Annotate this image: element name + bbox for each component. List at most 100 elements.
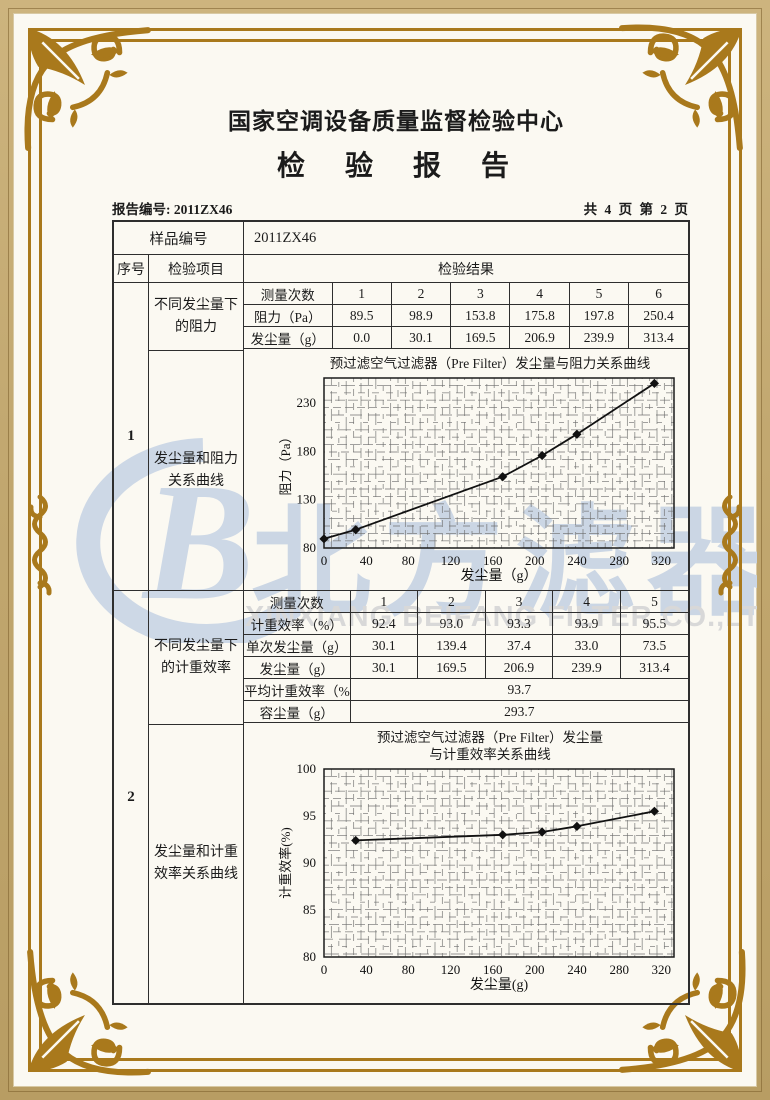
svg-text:90: 90 bbox=[303, 855, 316, 870]
table-row: 阻力（Pa） 89.5 98.9 153.8 175.8 197.8 250.4 bbox=[243, 304, 689, 327]
cell: 93.0 bbox=[417, 612, 486, 635]
resistance-chart: 预过滤空气过滤器（Pre Filter）发尘量与阻力关系曲线 0 40 80 120 1… bbox=[244, 355, 688, 584]
cell: 92.4 bbox=[349, 612, 419, 635]
sample-label: 样品编号 bbox=[114, 222, 244, 254]
svg-text:0: 0 bbox=[321, 553, 328, 568]
section-1: 1 不同发尘量下的阻力 发尘量和阻力关系曲线 测量次数 1 2 3 4 bbox=[114, 282, 689, 591]
cell: 313.4 bbox=[628, 326, 689, 349]
cell: 3 bbox=[450, 282, 511, 305]
cell: 3 bbox=[484, 590, 554, 613]
table-row: 发尘量（g） 30.1 169.5 206.9 239.9 313.4 bbox=[243, 656, 689, 679]
cell: 5 bbox=[619, 590, 689, 613]
item-label-efficiency: 不同发尘量下的计重效率 bbox=[149, 591, 243, 725]
table-row: 测量次数 1 2 3 4 5 bbox=[243, 590, 689, 613]
chart-title: 预过滤空气过滤器（Pre Filter）发尘量 与计重效率关系曲线 bbox=[244, 729, 688, 763]
cell: 6 bbox=[628, 282, 689, 305]
chart-title-line1: 预过滤空气过滤器（Pre Filter）发尘量 bbox=[376, 730, 604, 745]
svg-text:320: 320 bbox=[652, 962, 672, 977]
seq-number: 2 bbox=[114, 591, 149, 1003]
cell: 139.4 bbox=[417, 634, 486, 657]
efficiency-chart: 预过滤空气过滤器（Pre Filter）发尘量 与计重效率关系曲线 0 40 80 1… bbox=[244, 729, 688, 993]
col-header-seq: 序号 bbox=[114, 255, 149, 282]
page-info: 共 4 页 第 2 页 bbox=[583, 202, 690, 217]
cell: 93.9 bbox=[552, 612, 621, 635]
svg-text:发尘量(g): 发尘量(g) bbox=[470, 977, 529, 993]
table-row: 单次发尘量（g） 30.1 139.4 37.4 33.0 73.5 bbox=[243, 634, 689, 657]
svg-text:160: 160 bbox=[483, 962, 503, 977]
cell: 30.1 bbox=[390, 326, 452, 349]
svg-text:160: 160 bbox=[483, 553, 503, 568]
row-label: 计重效率（%） bbox=[243, 612, 351, 635]
cell: 175.8 bbox=[509, 304, 570, 327]
meta-row: 报告编号: 2011ZX46 共 4 页 第 2 页 bbox=[100, 198, 692, 218]
svg-text:240: 240 bbox=[567, 962, 587, 977]
cell: 30.1 bbox=[349, 634, 419, 657]
report-table: 样品编号 2011ZX46 序号 检验项目 检验结果 1 不同发尘量下的阻力 发… bbox=[112, 220, 690, 1005]
svg-text:阻力（Pa）: 阻力（Pa） bbox=[278, 430, 293, 495]
svg-text:80: 80 bbox=[402, 553, 415, 568]
cell: 2 bbox=[390, 282, 452, 305]
row-label: 测量次数 bbox=[243, 590, 351, 613]
cell: 313.4 bbox=[619, 656, 689, 679]
report-title: 检 验 报 告 bbox=[276, 151, 515, 182]
svg-text:80: 80 bbox=[402, 962, 415, 977]
item-column: 不同发尘量下的计重效率 发尘量和计重效率关系曲线 bbox=[149, 591, 244, 1003]
report-number: 报告编号: 2011ZX46 bbox=[112, 198, 232, 218]
row-label: 单次发尘量（g） bbox=[243, 634, 351, 657]
svg-text:200: 200 bbox=[525, 553, 545, 568]
cell: 30.1 bbox=[349, 656, 419, 679]
svg-text:230: 230 bbox=[297, 395, 317, 410]
svg-text:100: 100 bbox=[297, 763, 317, 776]
sample-value: 2011ZX46 bbox=[254, 229, 317, 246]
outer-band-edge bbox=[8, 8, 762, 1092]
cell: 1 bbox=[349, 590, 419, 613]
item-label-resistance-curve: 发尘量和阻力关系曲线 bbox=[154, 451, 238, 489]
row-label: 发尘量（g） bbox=[243, 326, 333, 349]
dust-capacity-value: 293.7 bbox=[349, 700, 689, 723]
cell: 206.9 bbox=[509, 326, 570, 349]
svg-text:0: 0 bbox=[321, 962, 328, 977]
resistance-chart-plot: 0 40 80 120 160 200 240 280 320 80 130 180 230 发尘量（g）… bbox=[278, 377, 675, 584]
cell: 169.5 bbox=[450, 326, 511, 349]
svg-text:120: 120 bbox=[441, 962, 461, 977]
svg-text:200: 200 bbox=[525, 962, 545, 977]
table-row: 测量次数 1 2 3 4 5 6 bbox=[243, 282, 689, 305]
sample-row: 样品编号 2011ZX46 bbox=[114, 222, 688, 255]
seq-number: 1 bbox=[114, 283, 149, 590]
svg-text:40: 40 bbox=[360, 962, 373, 977]
row-label: 阻力（Pa） bbox=[243, 304, 333, 327]
cell: 95.5 bbox=[619, 612, 689, 635]
svg-text:40: 40 bbox=[360, 553, 373, 568]
svg-text:120: 120 bbox=[441, 553, 461, 568]
row-label: 容尘量（g） bbox=[243, 700, 351, 723]
col-header-result: 检验结果 bbox=[438, 262, 494, 278]
cell: 37.4 bbox=[484, 634, 554, 657]
cell: 0.0 bbox=[331, 326, 392, 349]
svg-text:130: 130 bbox=[297, 492, 317, 507]
cell: 2 bbox=[417, 590, 486, 613]
svg-text:320: 320 bbox=[652, 553, 672, 568]
cell: 250.4 bbox=[628, 304, 689, 327]
table-header-row: 序号 检验项目 检验结果 bbox=[114, 255, 688, 283]
table-row: 计重效率（%） 92.4 93.0 93.3 93.9 95.5 bbox=[243, 612, 689, 635]
svg-text:240: 240 bbox=[567, 553, 587, 568]
result-area-2: 测量次数 1 2 3 4 5 计重效率（%） 92.4 93.0 93.3 bbox=[243, 590, 689, 1003]
table-row: 发尘量（g） 0.0 30.1 169.5 206.9 239.9 313.4 bbox=[243, 326, 689, 349]
svg-text:85: 85 bbox=[303, 902, 316, 917]
svg-text:280: 280 bbox=[609, 553, 629, 568]
cell: 4 bbox=[509, 282, 570, 305]
svg-text:发尘量（g）: 发尘量（g） bbox=[461, 568, 538, 584]
item-label-efficiency-curve: 发尘量和计重效率关系曲线 bbox=[154, 845, 238, 882]
report-number-label: 报告编号: bbox=[112, 202, 171, 217]
resistance-table: 测量次数 1 2 3 4 5 6 阻力（Pa） 89.5 98.9 bbox=[243, 282, 689, 349]
item-column: 不同发尘量下的阻力 发尘量和阻力关系曲线 bbox=[149, 283, 244, 590]
cell: 5 bbox=[568, 282, 630, 305]
svg-text:95: 95 bbox=[303, 808, 316, 823]
cell: 1 bbox=[331, 282, 392, 305]
efficiency-chart-plot: 0 40 80 120 160 200 240 280 320 80 85 90 95 100 发尘量(g)… bbox=[278, 763, 675, 993]
cell: 73.5 bbox=[619, 634, 689, 657]
efficiency-table: 测量次数 1 2 3 4 5 计重效率（%） 92.4 93.0 93.3 bbox=[243, 590, 689, 723]
row-label: 测量次数 bbox=[243, 282, 333, 305]
cell: 197.8 bbox=[568, 304, 630, 327]
cell: 98.9 bbox=[390, 304, 452, 327]
